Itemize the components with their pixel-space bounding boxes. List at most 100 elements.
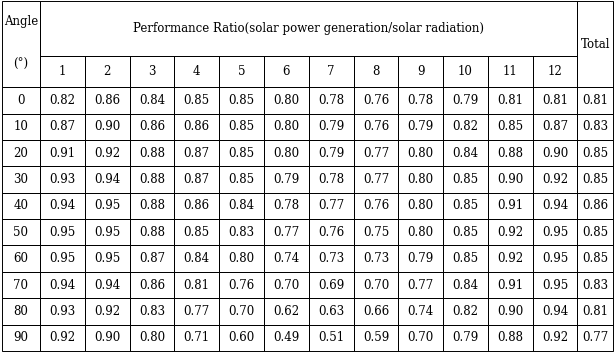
- Text: 0.85: 0.85: [453, 252, 478, 265]
- Text: Total: Total: [581, 38, 610, 51]
- Text: 0.85: 0.85: [229, 173, 255, 186]
- Text: 0.80: 0.80: [408, 147, 434, 160]
- Bar: [264, 114, 309, 140]
- Bar: [130, 114, 174, 140]
- Bar: [443, 219, 488, 245]
- Bar: [399, 166, 443, 193]
- Bar: [399, 298, 443, 325]
- Text: 2: 2: [103, 65, 111, 78]
- Bar: [488, 272, 533, 298]
- Text: 0.80: 0.80: [273, 120, 300, 133]
- Text: 80: 80: [14, 305, 28, 318]
- Text: 0.80: 0.80: [408, 200, 434, 213]
- Bar: [533, 272, 577, 298]
- Bar: [399, 56, 443, 87]
- Bar: [577, 298, 613, 325]
- Bar: [40, 219, 85, 245]
- Text: 0.76: 0.76: [318, 226, 344, 239]
- Text: 0.79: 0.79: [453, 331, 478, 344]
- Bar: [85, 193, 130, 219]
- Bar: [354, 272, 399, 298]
- Bar: [40, 245, 85, 272]
- Text: 7: 7: [327, 65, 335, 78]
- Text: 0.81: 0.81: [498, 94, 523, 107]
- Bar: [443, 140, 488, 166]
- Text: 0.94: 0.94: [94, 278, 121, 291]
- Text: 0: 0: [17, 94, 25, 107]
- Text: 0.88: 0.88: [139, 226, 165, 239]
- Text: 0.76: 0.76: [228, 278, 255, 291]
- Text: 0.84: 0.84: [139, 94, 165, 107]
- Bar: [354, 325, 399, 351]
- Bar: [488, 219, 533, 245]
- Bar: [2, 140, 40, 166]
- Bar: [40, 193, 85, 219]
- Text: 0.95: 0.95: [94, 200, 121, 213]
- Bar: [219, 219, 264, 245]
- Bar: [85, 325, 130, 351]
- Bar: [309, 166, 354, 193]
- Text: 0.84: 0.84: [453, 147, 478, 160]
- Text: 50: 50: [14, 226, 28, 239]
- Bar: [2, 219, 40, 245]
- Bar: [85, 166, 130, 193]
- Text: 0.92: 0.92: [498, 226, 523, 239]
- Bar: [175, 87, 219, 114]
- Bar: [130, 166, 174, 193]
- Text: 0.77: 0.77: [363, 173, 389, 186]
- Text: 0.91: 0.91: [498, 200, 523, 213]
- Bar: [354, 298, 399, 325]
- Bar: [399, 114, 443, 140]
- Text: 4: 4: [193, 65, 200, 78]
- Text: 0.80: 0.80: [229, 252, 255, 265]
- Text: 0.76: 0.76: [363, 94, 389, 107]
- Bar: [40, 272, 85, 298]
- Text: 0.86: 0.86: [139, 278, 165, 291]
- Text: 0.78: 0.78: [318, 173, 344, 186]
- Bar: [309, 272, 354, 298]
- Bar: [309, 114, 354, 140]
- Bar: [219, 272, 264, 298]
- Text: 0.84: 0.84: [453, 278, 478, 291]
- Text: 0.95: 0.95: [49, 226, 76, 239]
- Bar: [264, 298, 309, 325]
- Bar: [488, 193, 533, 219]
- Bar: [488, 325, 533, 351]
- Text: 40: 40: [14, 200, 28, 213]
- Text: 0.73: 0.73: [318, 252, 344, 265]
- Bar: [2, 298, 40, 325]
- Text: 0.90: 0.90: [94, 331, 121, 344]
- Text: 0.76: 0.76: [363, 200, 389, 213]
- Text: 0.95: 0.95: [542, 252, 568, 265]
- Text: 0.93: 0.93: [49, 305, 76, 318]
- Text: 0.79: 0.79: [273, 173, 300, 186]
- Bar: [40, 114, 85, 140]
- Bar: [533, 325, 577, 351]
- Bar: [309, 56, 354, 87]
- Text: 0.86: 0.86: [184, 120, 210, 133]
- Text: 0.85: 0.85: [184, 226, 210, 239]
- Text: Angle: Angle: [4, 15, 38, 28]
- Bar: [40, 87, 85, 114]
- Text: 9: 9: [417, 65, 424, 78]
- Text: 0.78: 0.78: [408, 94, 434, 107]
- Text: 0.83: 0.83: [582, 120, 608, 133]
- Text: 0.78: 0.78: [273, 200, 300, 213]
- Text: 0.88: 0.88: [139, 200, 165, 213]
- Bar: [85, 56, 130, 87]
- Bar: [488, 114, 533, 140]
- Bar: [354, 245, 399, 272]
- Text: 10: 10: [14, 120, 28, 133]
- Bar: [533, 140, 577, 166]
- Bar: [533, 56, 577, 87]
- Text: 0.87: 0.87: [49, 120, 76, 133]
- Text: 0.94: 0.94: [542, 305, 568, 318]
- Text: 0.70: 0.70: [408, 331, 434, 344]
- Text: 0.93: 0.93: [49, 173, 76, 186]
- Bar: [443, 272, 488, 298]
- Text: 0.85: 0.85: [229, 147, 255, 160]
- Text: 0.84: 0.84: [229, 200, 255, 213]
- Bar: [443, 56, 488, 87]
- Bar: [533, 166, 577, 193]
- Bar: [354, 219, 399, 245]
